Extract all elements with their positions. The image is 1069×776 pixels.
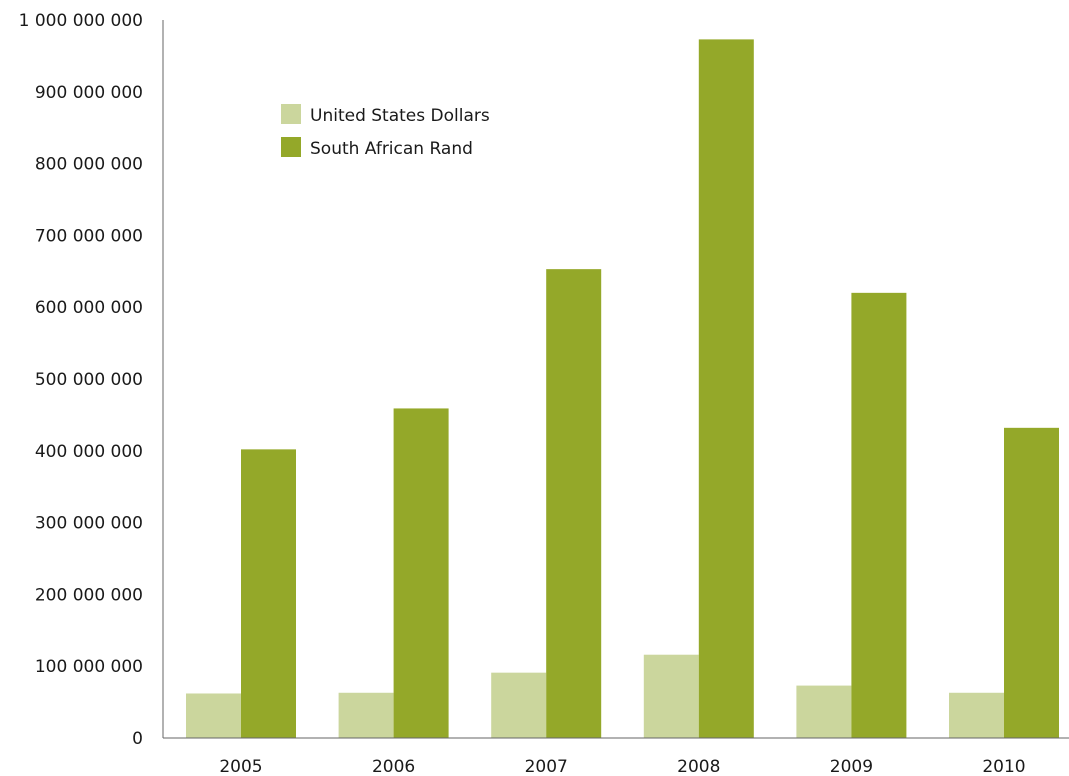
bar-usd-2009 (796, 685, 852, 738)
y-tick-label: 300 000 000 (35, 514, 143, 534)
y-tick-label: 0 (132, 729, 143, 749)
legend-swatch-usd (281, 104, 301, 124)
bar-usd-2006 (338, 692, 394, 738)
x-category-label: 2008 (677, 757, 720, 776)
x-axis-category-labels: 2005 2006 2007 2008 2009 2010 (219, 757, 1025, 776)
y-tick-label: 100 000 000 (35, 657, 143, 677)
y-tick-label: 200 000 000 (35, 585, 143, 605)
bar-zar-2005 (241, 449, 296, 738)
bar-zar-2006 (393, 408, 449, 738)
bar-zar-2007 (546, 269, 602, 738)
x-category-label: 2005 (219, 757, 262, 776)
bar-usd-2008 (643, 654, 699, 738)
legend-label-zar: South African Rand (310, 139, 473, 159)
bar-zar-2009 (851, 292, 907, 738)
bars (186, 39, 1059, 739)
x-category-label: 2010 (982, 757, 1025, 776)
y-tick-label: 500 000 000 (35, 370, 143, 390)
y-tick-label: 800 000 000 (35, 155, 143, 175)
x-category-label: 2006 (372, 757, 415, 776)
x-category-label: 2009 (830, 757, 873, 776)
bar-zar-2010 (1004, 427, 1059, 738)
y-tick-label: 900 000 000 (35, 83, 143, 103)
legend-label-usd: United States Dollars (310, 106, 490, 126)
bar-usd-2005 (186, 693, 241, 738)
y-tick-label: 600 000 000 (35, 298, 143, 318)
y-tick-label: 1 000 000 000 (19, 11, 143, 31)
legend: United States Dollars South African Rand (281, 104, 490, 159)
bar-usd-2010 (949, 692, 1004, 738)
legend-swatch-zar (281, 137, 301, 157)
x-category-label: 2007 (525, 757, 568, 776)
bar-usd-2007 (491, 672, 547, 738)
bar-zar-2008 (698, 39, 754, 739)
y-tick-label: 400 000 000 (35, 442, 143, 462)
y-axis-tick-labels: 0 100 000 000 200 000 000 300 000 000 400 00… (19, 11, 143, 749)
y-tick-label: 700 000 000 (35, 226, 143, 246)
